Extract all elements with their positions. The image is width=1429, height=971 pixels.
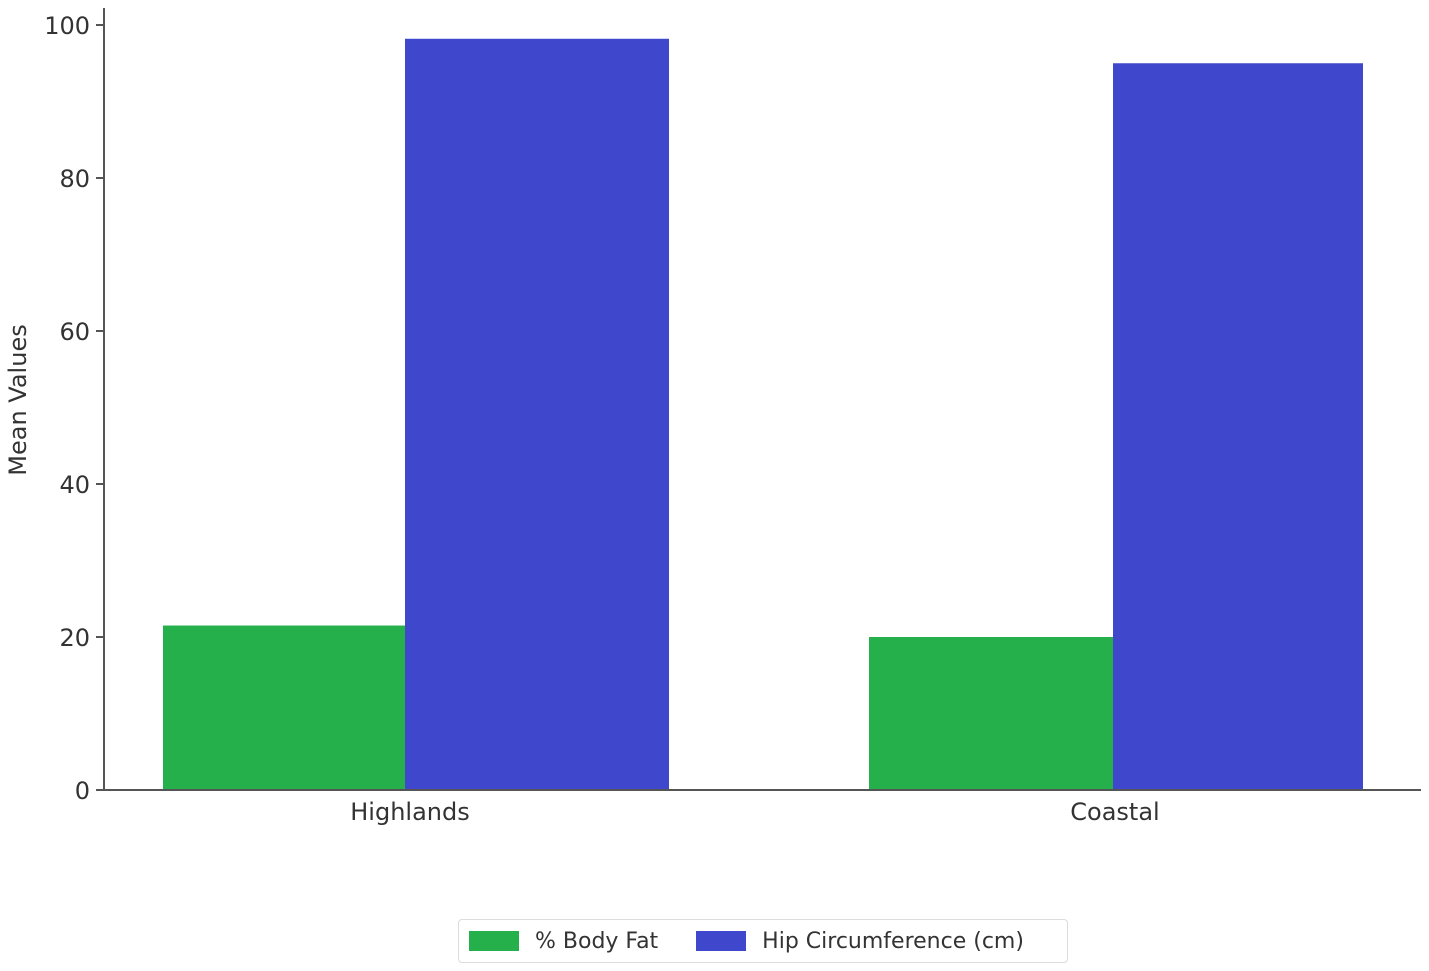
y-tick-label-60: 60 <box>59 318 90 346</box>
bar-coastal-body-fat <box>869 637 1113 790</box>
y-ticks: 0 20 40 60 80 100 <box>44 12 104 805</box>
legend-item-hip-circumference: Hip Circumference (cm) <box>696 929 1024 954</box>
legend-swatch-body-fat <box>469 931 519 951</box>
bar-highlands-hip-circumference <box>405 38 669 790</box>
y-axis-title: Mean Values <box>4 324 32 475</box>
legend-label-body-fat: % Body Fat <box>535 928 659 954</box>
axes-layer <box>103 8 1421 791</box>
bars-layer <box>163 38 1363 790</box>
y-tick-label-40: 40 <box>59 471 90 499</box>
y-tick-label-0: 0 <box>75 777 90 805</box>
bar-coastal-hip-circumference <box>1113 63 1363 790</box>
bar-highlands-body-fat <box>163 625 405 790</box>
legend-item-body-fat: % Body Fat <box>469 929 658 954</box>
legend-swatch-hip-circumference <box>696 931 747 951</box>
y-tick-label-20: 20 <box>59 624 90 652</box>
x-ticks: Highlands Coastal <box>350 798 1159 826</box>
x-tick-label-coastal: Coastal <box>1070 798 1159 826</box>
legend: % Body Fat Hip Circumference (cm) <box>458 919 1068 963</box>
x-tick-label-highlands: Highlands <box>350 798 469 826</box>
y-tick-label-100: 100 <box>44 12 90 40</box>
y-tick-label-80: 80 <box>59 165 90 193</box>
legend-label-hip-circumference: Hip Circumference (cm) <box>762 928 1024 954</box>
